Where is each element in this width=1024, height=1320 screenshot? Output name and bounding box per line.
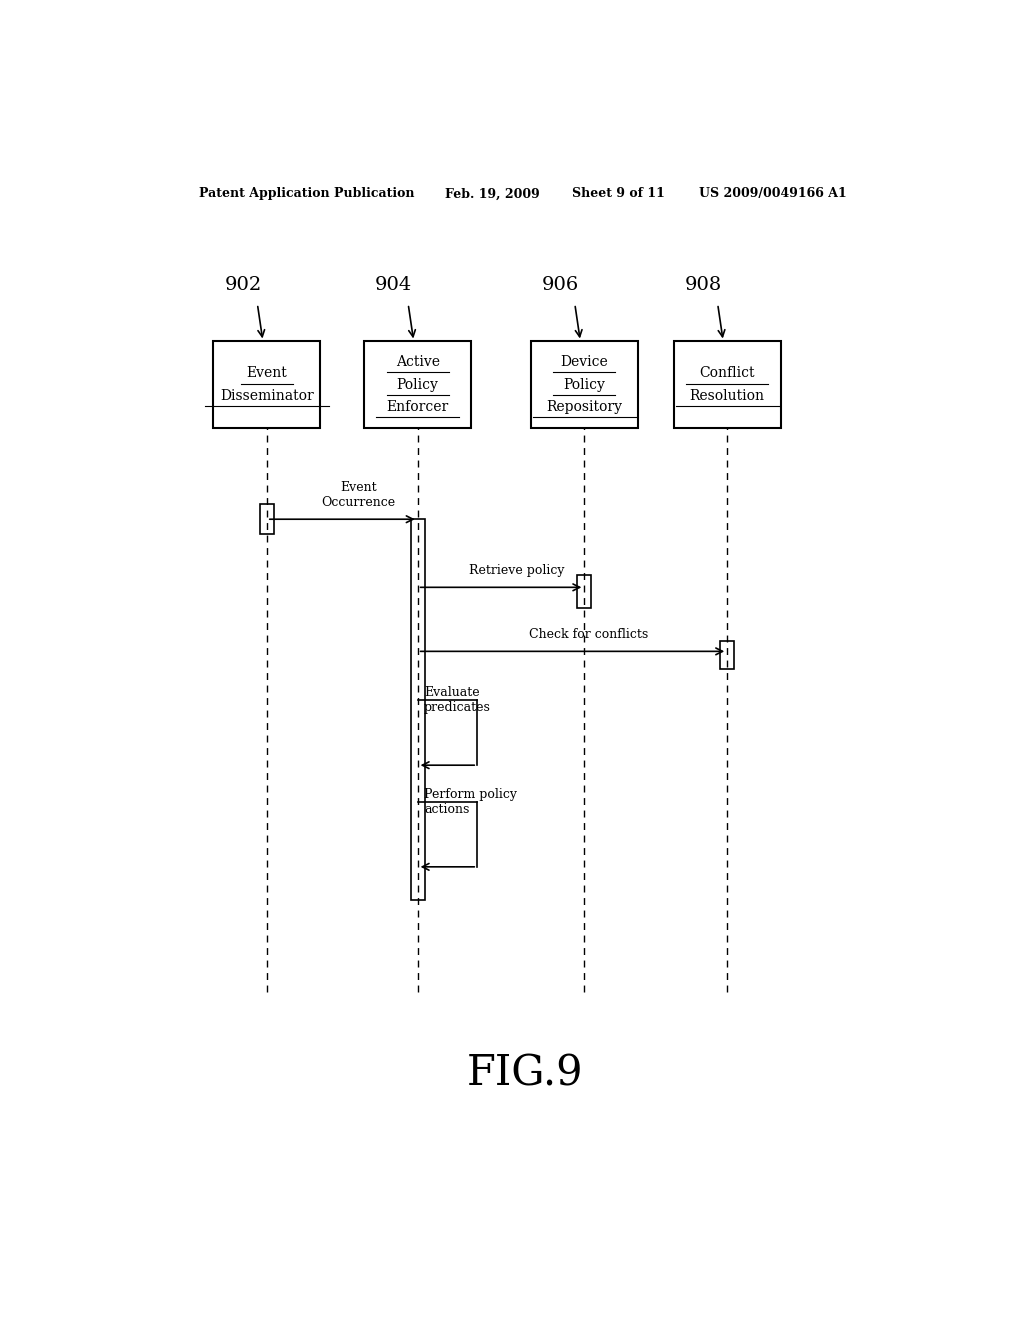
Text: Event: Event <box>247 367 288 380</box>
Text: Disseminator: Disseminator <box>220 388 313 403</box>
Text: Patent Application Publication: Patent Application Publication <box>200 187 415 201</box>
Text: 904: 904 <box>375 276 413 294</box>
Bar <box>411 519 425 900</box>
Text: US 2009/0049166 A1: US 2009/0049166 A1 <box>699 187 847 201</box>
Text: Retrieve policy: Retrieve policy <box>469 564 564 577</box>
Text: Enforcer: Enforcer <box>386 400 449 414</box>
Text: Check for conflicts: Check for conflicts <box>528 628 648 642</box>
Text: 906: 906 <box>542 276 580 294</box>
Text: Conflict: Conflict <box>699 367 755 380</box>
Bar <box>213 342 321 428</box>
Text: Repository: Repository <box>547 400 623 414</box>
Text: 908: 908 <box>685 276 722 294</box>
Text: Feb. 19, 2009: Feb. 19, 2009 <box>445 187 541 201</box>
Bar <box>260 504 274 535</box>
Text: Perform policy
actions: Perform policy actions <box>424 788 517 816</box>
Bar <box>674 342 780 428</box>
Bar <box>720 642 734 669</box>
Bar <box>530 342 638 428</box>
Text: Resolution: Resolution <box>690 388 765 403</box>
Text: Policy: Policy <box>396 378 438 392</box>
Bar <box>578 576 592 607</box>
Bar <box>365 342 471 428</box>
Text: FIG.9: FIG.9 <box>467 1052 583 1094</box>
Text: Policy: Policy <box>563 378 605 392</box>
Text: Evaluate
predicates: Evaluate predicates <box>424 686 490 714</box>
Text: Device: Device <box>560 355 608 370</box>
Text: 902: 902 <box>224 276 262 294</box>
Text: Active: Active <box>395 355 439 370</box>
Text: Event
Occurrence: Event Occurrence <box>322 480 395 510</box>
Text: Sheet 9 of 11: Sheet 9 of 11 <box>572 187 666 201</box>
